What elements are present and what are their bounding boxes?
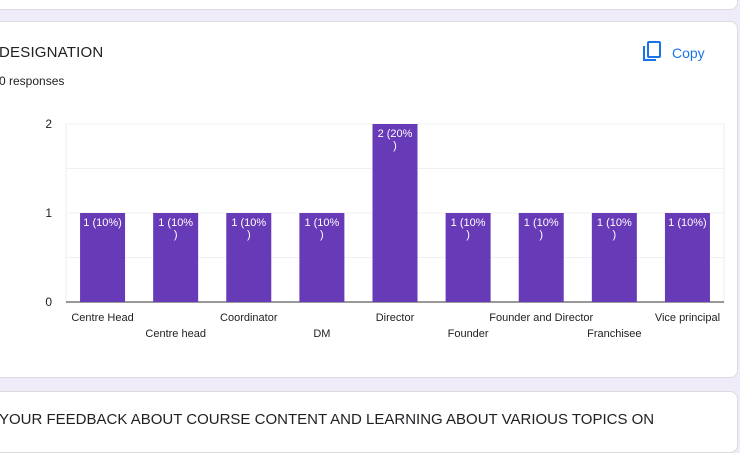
question-summary-card bbox=[0, 21, 738, 378]
y-tick-label: 2 bbox=[45, 117, 52, 131]
copy-icon bbox=[642, 40, 662, 65]
bar bbox=[664, 213, 710, 302]
response-count: 0 responses bbox=[0, 74, 65, 88]
bar bbox=[299, 213, 345, 302]
bar bbox=[226, 213, 272, 302]
y-tick-label: 0 bbox=[45, 295, 52, 309]
x-tick-label: Coordinator bbox=[220, 312, 278, 324]
bar bbox=[153, 213, 199, 302]
bar-data-label: 1 (10% bbox=[451, 217, 486, 229]
bar-data-label: ) bbox=[247, 229, 251, 241]
bar-data-label: ) bbox=[174, 229, 178, 241]
x-tick-label: Vice principal bbox=[655, 312, 720, 324]
bar-data-label: 1 (10% bbox=[304, 217, 339, 229]
x-tick-label: Centre Head bbox=[71, 312, 133, 324]
bar-data-label: 1 (10% bbox=[597, 217, 632, 229]
x-tick-label: Centre head bbox=[145, 328, 206, 340]
copy-chart-button[interactable]: Copy bbox=[642, 40, 705, 65]
x-tick-label: Founder and Director bbox=[489, 312, 593, 324]
bar bbox=[80, 213, 126, 302]
x-tick-label: Founder bbox=[448, 328, 489, 340]
bar-data-label: ) bbox=[612, 229, 616, 241]
bar bbox=[591, 213, 637, 302]
bar-data-label: 1 (10% bbox=[158, 217, 193, 229]
bar bbox=[372, 124, 418, 302]
bar-chart: 0 1 2 1 (10%) Centre Head 1 (10%) Centre head 1… bbox=[45, 117, 725, 340]
bar-data-label: 2 (20% bbox=[378, 128, 413, 140]
bar bbox=[518, 213, 564, 302]
bar-data-label: 1 (10% bbox=[231, 217, 266, 229]
next-question-title: YOUR FEEDBACK ABOUT COURSE CONTENT AND L… bbox=[0, 411, 655, 428]
bar-data-label: ) bbox=[539, 229, 543, 241]
bar-data-label: ) bbox=[466, 229, 470, 241]
copy-label: Copy bbox=[672, 44, 705, 61]
x-tick-label: Franchisee bbox=[587, 328, 641, 340]
bar-data-label: 1 (10%) bbox=[83, 217, 122, 229]
question-title: DESIGNATION bbox=[0, 44, 104, 61]
bar-data-label: 1 (10%) bbox=[668, 217, 707, 229]
bar-data-label: 1 (10% bbox=[524, 217, 559, 229]
y-tick-label: 1 bbox=[45, 206, 52, 220]
bar-data-label: ) bbox=[393, 140, 397, 152]
bar-data-label: ) bbox=[320, 229, 324, 241]
x-tick-label: DM bbox=[313, 328, 330, 340]
x-tick-label: Director bbox=[376, 312, 415, 324]
bar bbox=[445, 213, 491, 302]
